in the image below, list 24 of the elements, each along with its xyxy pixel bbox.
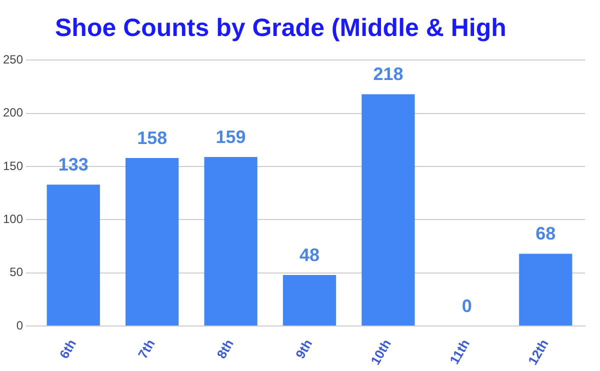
y-tick-label: 0 (16, 318, 24, 332)
y-tick-label: 250 (2, 52, 24, 67)
data-label: 218 (373, 64, 404, 84)
y-tick-label: 150 (2, 158, 24, 173)
data-label: 159 (216, 126, 246, 147)
y-tick-label: 100 (2, 212, 24, 226)
bar (282, 275, 336, 326)
x-tick-label: 8th (214, 336, 237, 362)
bar (204, 156, 258, 326)
data-label: 133 (58, 154, 88, 175)
data-label: 158 (137, 128, 168, 148)
bar (519, 254, 572, 326)
data-label: 68 (536, 224, 556, 244)
data-label: 0 (462, 296, 472, 316)
bar (46, 184, 100, 326)
y-tick-label: 50 (10, 265, 24, 280)
bar (362, 94, 415, 326)
x-tick-label: 6th (56, 336, 80, 362)
bar (126, 158, 179, 326)
chart-title: Shoe Counts by Grade (Middle & High (55, 14, 506, 43)
x-tick-label: 9th (292, 336, 316, 362)
y-tick-label: 200 (2, 106, 24, 120)
data-label: 48 (299, 244, 320, 265)
x-tick-label: 7th (135, 336, 158, 362)
